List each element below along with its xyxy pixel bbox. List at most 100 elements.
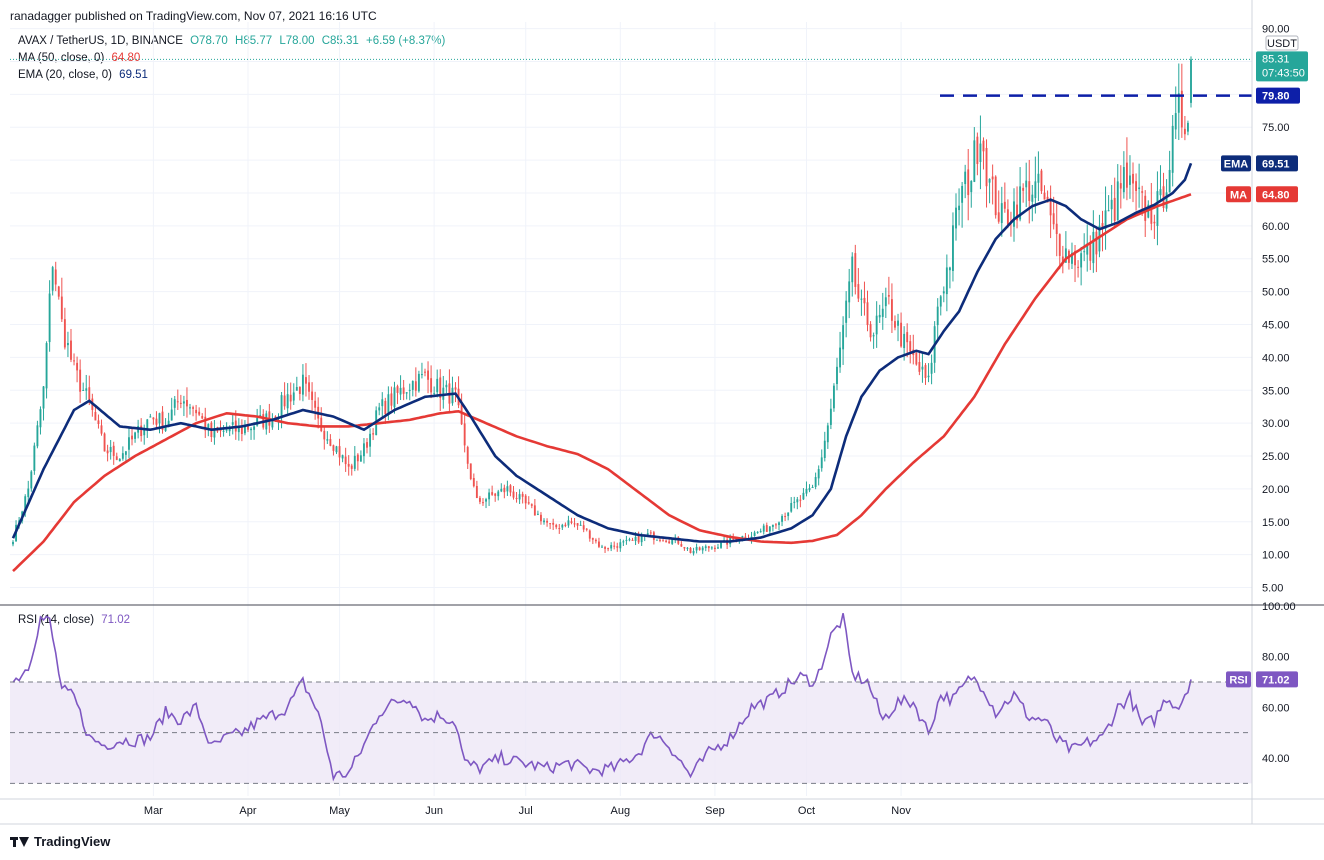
candle: [857, 268, 860, 303]
candle: [1080, 246, 1083, 286]
candle-body: [350, 465, 353, 469]
candle: [289, 382, 292, 410]
candle-body: [250, 428, 252, 431]
candle: [335, 445, 338, 455]
candle: [237, 418, 240, 441]
candle: [1019, 167, 1022, 222]
tradingview-brand[interactable]: TradingView: [10, 834, 110, 849]
candle: [405, 392, 408, 400]
candle: [848, 268, 851, 319]
candle-body: [396, 386, 399, 393]
candle-body: [366, 442, 368, 448]
candle-body: [994, 176, 997, 216]
candle-body: [607, 548, 610, 550]
candle-body: [909, 341, 912, 352]
candle-body: [1028, 181, 1031, 201]
candle-body: [482, 502, 484, 504]
candle-body: [478, 497, 481, 502]
candle: [552, 518, 555, 530]
candle-body: [793, 501, 796, 503]
candle: [381, 392, 384, 418]
candle-body: [335, 446, 338, 453]
candle: [1110, 184, 1113, 225]
candle: [695, 543, 698, 554]
rsi-line: [12, 613, 1192, 782]
candle: [863, 281, 866, 316]
candle-body: [1162, 186, 1165, 208]
candle-body: [381, 399, 384, 407]
candle-body: [134, 432, 137, 439]
candle-body: [149, 416, 152, 418]
rsi-label: RSI (14, close): [18, 614, 95, 626]
candle-body: [1083, 251, 1086, 253]
candle-body: [372, 433, 375, 435]
candle-body: [640, 535, 643, 543]
candle-body: [414, 381, 417, 391]
candle: [402, 379, 405, 401]
candle: [298, 386, 301, 401]
price-tick-label: 10.00: [1262, 550, 1290, 562]
candle: [790, 497, 793, 513]
candle-body: [811, 486, 814, 488]
candle-body: [1132, 173, 1134, 184]
candle: [839, 331, 841, 373]
rsi-tick-label: 40.00: [1262, 753, 1290, 765]
candle-body: [616, 546, 619, 548]
candle: [579, 520, 582, 526]
candle: [778, 521, 780, 531]
candle-body: [768, 526, 771, 532]
candle-body: [787, 512, 790, 516]
candle-body: [237, 426, 240, 433]
candle: [314, 391, 317, 420]
tradingview-logo-icon: [10, 836, 30, 848]
candle: [124, 450, 127, 462]
candle-body: [945, 267, 948, 295]
candle: [930, 354, 933, 385]
candle-body: [924, 365, 927, 378]
candle: [100, 419, 103, 436]
candle: [341, 454, 344, 463]
candle-body: [689, 547, 692, 553]
candle-body: [775, 524, 777, 526]
candle: [912, 334, 915, 365]
candle-body: [805, 488, 808, 494]
candle: [478, 495, 481, 505]
price-tick-label: 50.00: [1262, 287, 1290, 299]
candle-body: [497, 491, 500, 497]
rsi-legend[interactable]: RSI (14, close) 71.02: [18, 614, 130, 626]
candle: [1022, 183, 1025, 203]
candle-body: [420, 374, 423, 376]
candle-body: [12, 541, 14, 545]
candle-body: [582, 525, 585, 530]
candle-body: [704, 546, 707, 549]
candle: [436, 369, 439, 398]
candle: [832, 383, 835, 412]
ma-name-tag: [1226, 186, 1251, 203]
candle-body: [155, 418, 158, 425]
candle-body: [860, 298, 863, 300]
candle-body: [536, 513, 539, 515]
candle: [988, 178, 991, 204]
candle-body: [1040, 170, 1043, 192]
candle: [823, 431, 826, 462]
candle: [356, 453, 359, 471]
candle-body: [601, 546, 603, 548]
ema-legend[interactable]: EMA (20, close, 0) 69.51: [18, 69, 148, 81]
candle-body: [613, 545, 616, 547]
candle-body: [500, 488, 503, 492]
candle: [1089, 235, 1092, 271]
candle: [1168, 150, 1171, 193]
ohlc-open: O78.70: [190, 35, 228, 47]
candle-body: [857, 284, 860, 299]
candle: [350, 463, 353, 476]
candle-body: [509, 485, 512, 493]
candle-body: [848, 281, 851, 303]
symbol-name[interactable]: AVAX / TetherUS, 1D, BINANCE: [18, 35, 183, 47]
candle-body: [341, 455, 344, 459]
level-price-tag: [1256, 87, 1300, 104]
candle: [1025, 162, 1028, 208]
candle: [820, 449, 823, 472]
candle-body: [634, 536, 637, 542]
candle-body: [771, 524, 774, 527]
